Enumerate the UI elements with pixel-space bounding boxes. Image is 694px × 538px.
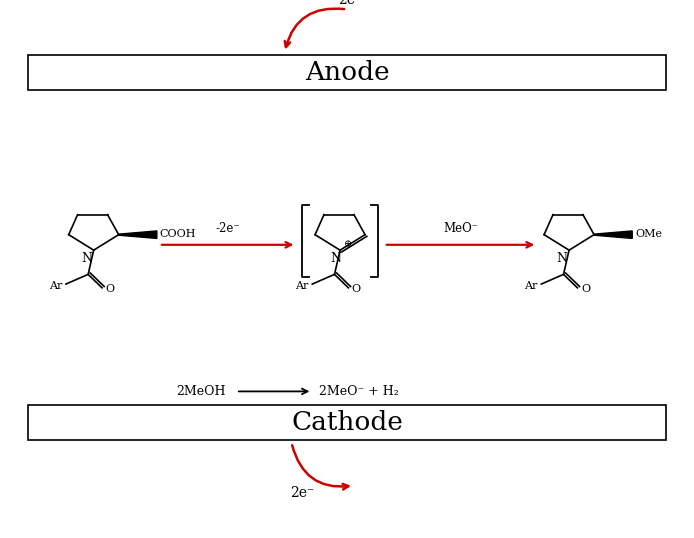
Text: N: N <box>330 252 341 265</box>
Text: N: N <box>81 252 92 265</box>
Text: Ar: Ar <box>49 281 62 291</box>
Polygon shape <box>594 231 632 238</box>
Text: 2e⁻: 2e⁻ <box>289 486 314 500</box>
Text: 2e⁻: 2e⁻ <box>338 0 363 7</box>
Text: O: O <box>581 285 590 294</box>
Text: Ar: Ar <box>296 281 309 291</box>
Text: Cathode: Cathode <box>291 410 403 435</box>
Text: Anode: Anode <box>305 60 389 85</box>
Text: ⊕: ⊕ <box>344 240 353 249</box>
Text: -2e⁻: -2e⁻ <box>215 222 240 235</box>
Bar <box>28 55 666 90</box>
Text: O: O <box>105 285 115 294</box>
Text: N: N <box>557 252 568 265</box>
Text: O: O <box>352 285 361 294</box>
Polygon shape <box>119 231 157 238</box>
Text: OMe: OMe <box>635 229 662 238</box>
Text: 2MeOH: 2MeOH <box>176 385 226 398</box>
Text: 2MeO⁻ + H₂: 2MeO⁻ + H₂ <box>319 385 399 398</box>
Text: Ar: Ar <box>525 281 538 291</box>
Text: MeO⁻: MeO⁻ <box>443 222 478 235</box>
Bar <box>28 405 666 440</box>
Text: COOH: COOH <box>160 229 196 238</box>
